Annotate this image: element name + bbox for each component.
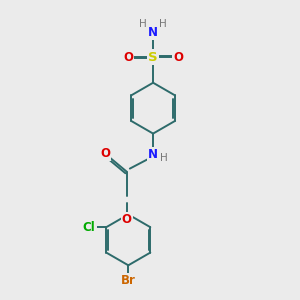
Text: H: H [160,153,168,163]
Text: S: S [148,50,158,64]
Text: O: O [100,147,110,160]
Text: Cl: Cl [83,221,96,234]
Text: O: O [173,50,183,64]
Text: O: O [123,50,133,64]
Text: Br: Br [121,274,136,287]
Text: N: N [148,148,158,161]
Text: N: N [148,26,158,39]
Text: H: H [139,20,147,29]
Text: O: O [122,213,132,226]
Text: H: H [159,20,167,29]
